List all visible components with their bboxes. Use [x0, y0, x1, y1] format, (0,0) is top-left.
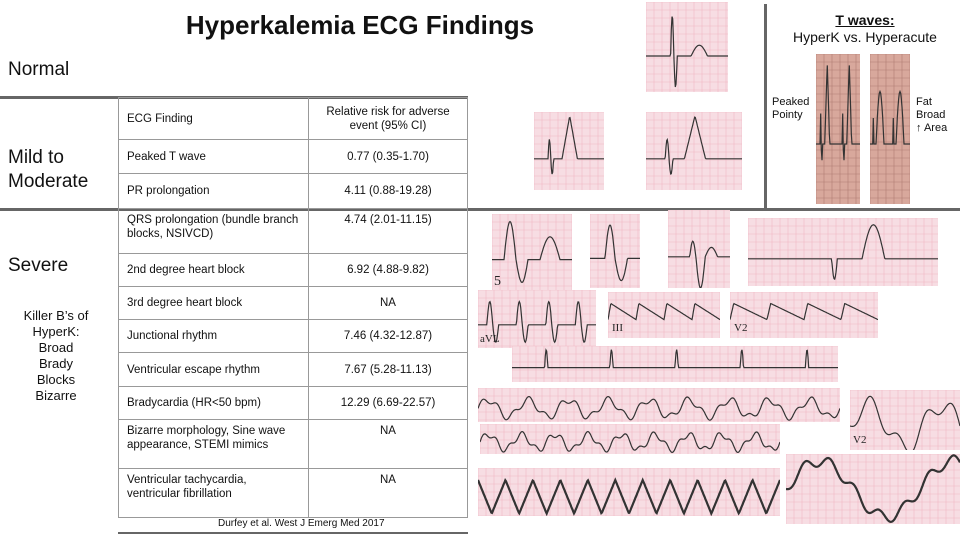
lead-label: aVL: [480, 333, 500, 345]
table-cell-risk: 4.11 (0.88-19.28): [308, 173, 468, 209]
broad-label-line: Broad: [916, 109, 946, 121]
table-row: PR prolongation 4.11 (0.88-19.28): [118, 173, 468, 209]
risk-table: ECG Finding Relative risk for adverse ev…: [118, 97, 468, 518]
killer-bs-heading: Killer B’s of HyperK:: [23, 308, 89, 339]
killer-bs-item: Brady: [39, 356, 73, 371]
page-title: Hyperkalemia ECG Findings: [185, 10, 535, 40]
table-row: QRS prolongation (bundle branch blocks, …: [118, 208, 468, 254]
table-cell-finding: 2nd degree heart block: [118, 253, 309, 287]
table-cell-finding: Junctional rhythm: [118, 319, 309, 353]
citation: Durfey et al. West J Emerg Med 2017: [218, 518, 385, 529]
ecg-bizarre-2-image: [480, 424, 780, 454]
ecg-severe-2-image: [590, 214, 640, 288]
table-row: Bizarre morphology, Sine wave appearance…: [118, 419, 468, 469]
lead-label: 5: [494, 274, 501, 289]
fat-label: Fat Broad ↑ Area: [916, 96, 947, 135]
section-label-severe: Severe: [8, 255, 69, 276]
table-header-finding: ECG Finding: [118, 97, 309, 140]
peaked-label-line: Peaked: [772, 96, 810, 108]
table-cell-finding: Peaked T wave: [118, 139, 309, 174]
table-cell-risk: 0.77 (0.35-1.70): [308, 139, 468, 174]
ecg-v2-big-image: [850, 390, 960, 450]
table-header-risk: Relative risk for adverse event (95% CI): [308, 97, 468, 140]
ecg-severe-1-image: [492, 214, 572, 290]
killer-bs-item: Broad: [38, 340, 74, 355]
table-cell-finding: 3rd degree heart block: [118, 286, 309, 320]
table-cell-risk: 4.74 (2.01-11.15): [308, 208, 468, 254]
t-waves-subheading: HyperK vs. Hyperacute: [793, 29, 937, 45]
table-cell-finding: Bradycardia (HR<50 bpm): [118, 386, 309, 420]
ecg-severe-4-image: [748, 218, 938, 286]
killer-bs-item: Bizarre: [35, 388, 77, 403]
table-cell-risk: 7.46 (4.32-12.87): [308, 319, 468, 353]
table-cell-finding: PR prolongation: [118, 173, 309, 209]
ecg-vt-image: [478, 468, 780, 516]
table-cell-finding: Bizarre morphology, Sine wave appearance…: [118, 419, 309, 469]
table-cell-finding: Ventricular tachycardia, ventricular fib…: [118, 468, 309, 518]
section-label-mild: Mild to Moderate: [8, 147, 89, 192]
table-row: Bradycardia (HR<50 bpm) 12.29 (6.69-22.5…: [118, 386, 468, 420]
ecg-broad-t-image: [870, 54, 910, 204]
ecg-mild-1-image: [534, 112, 604, 190]
table-cell-risk: 7.67 (5.28-11.13): [308, 352, 468, 387]
ecg-bizarre-1-image: [478, 388, 840, 422]
t-waves-heading: T waves:: [835, 12, 895, 28]
ecg-peaked-t-image: [816, 54, 860, 204]
killer-bs-box: Killer B’s of HyperK: Broad Brady Blocks…: [0, 308, 112, 404]
table-row: Peaked T wave 0.77 (0.35-1.70): [118, 139, 468, 174]
area-label-line: ↑ Area: [916, 122, 948, 134]
peaked-label: Peaked Pointy: [772, 96, 809, 122]
table-cell-risk: 12.29 (6.69-22.57): [308, 386, 468, 420]
divider-vertical: [764, 4, 767, 209]
table-cell-risk: NA: [308, 286, 468, 320]
ecg-vf-image: [786, 454, 960, 524]
ecg-iii-image: [608, 292, 720, 338]
divider-bottom: [118, 532, 468, 534]
lead-label: V2: [853, 434, 867, 446]
ecg-mild-2-image: [646, 112, 742, 190]
lead-label: III: [612, 322, 623, 334]
ecg-v2-image: [730, 292, 878, 338]
section-label-normal: Normal: [8, 59, 70, 80]
pointy-label-line: Pointy: [772, 109, 803, 121]
table-cell-risk: NA: [308, 419, 468, 469]
lead-label: V2: [734, 322, 748, 334]
t-waves-heading-box: T waves: HyperK vs. Hyperacute: [770, 12, 960, 46]
killer-bs-item: Blocks: [36, 372, 76, 387]
table-row: Junctional rhythm 7.46 (4.32-12.87): [118, 319, 468, 353]
ecg-normal-image: [646, 2, 728, 92]
divider-severe: [0, 208, 960, 211]
table-row: Ventricular tachycardia, ventricular fib…: [118, 468, 468, 518]
ecg-severe-3-image: [668, 210, 730, 288]
table-cell-risk: NA: [308, 468, 468, 518]
fat-label-line: Fat: [916, 96, 932, 108]
table-cell-risk: 6.92 (4.88-9.82): [308, 253, 468, 287]
table-row: 3rd degree heart block NA: [118, 286, 468, 320]
table-cell-finding: Ventricular escape rhythm: [118, 352, 309, 387]
table-cell-finding: QRS prolongation (bundle branch blocks, …: [118, 208, 309, 254]
ecg-escape-image: [512, 346, 838, 382]
table-header-row: ECG Finding Relative risk for adverse ev…: [118, 97, 468, 140]
table-row: Ventricular escape rhythm 7.67 (5.28-11.…: [118, 352, 468, 387]
table-row: 2nd degree heart block 6.92 (4.88-9.82): [118, 253, 468, 287]
